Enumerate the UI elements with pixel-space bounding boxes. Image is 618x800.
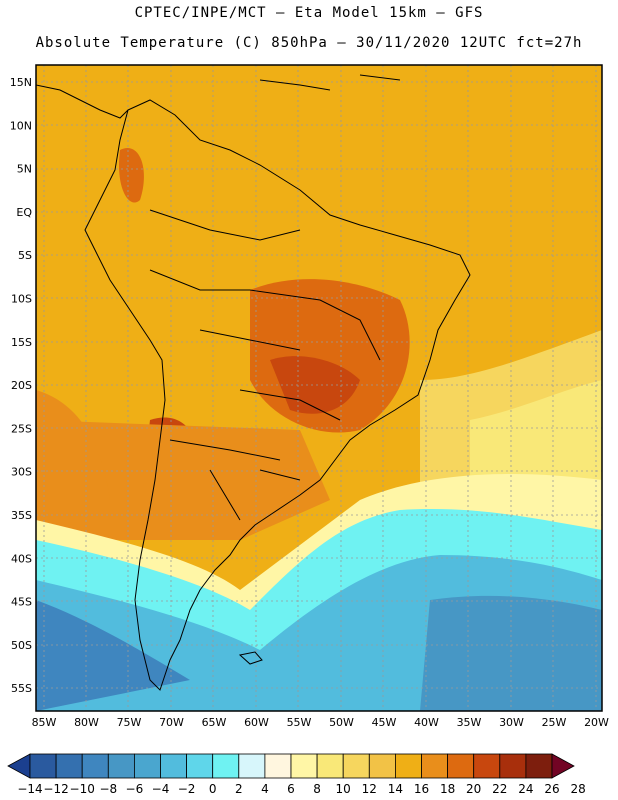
colorbar-label: −12 <box>43 782 68 796</box>
colorbar-cell <box>29 753 57 779</box>
colorbar-label: 10 <box>336 782 351 796</box>
colorbar-label: 12 <box>362 782 377 796</box>
lat-label: 25S <box>11 422 32 435</box>
lat-label: 40S <box>11 552 32 565</box>
colorbar-cell <box>107 753 135 779</box>
colorbar-cell <box>290 753 318 779</box>
colorbar-labels: −14 −12 −10 −8 −6 −4 −2 0 2 4 6 8 10 12 14 16 18 20 22 24 26… <box>17 782 585 796</box>
lon-label: 65W <box>202 716 227 729</box>
colorbar-cell <box>264 753 292 779</box>
lon-label: 55W <box>287 716 312 729</box>
lon-label: 50W <box>329 716 354 729</box>
lon-label: 60W <box>244 716 269 729</box>
field-pacific-orange <box>36 390 110 500</box>
colorbar-cell <box>525 753 553 779</box>
lat-label: 55S <box>11 682 32 695</box>
colorbar-arrow-low <box>7 753 31 779</box>
lon-label: 45W <box>372 716 397 729</box>
colorbar-cell <box>316 753 344 779</box>
lon-label: 85W <box>32 716 57 729</box>
temperature-field <box>36 65 602 711</box>
map-title: CPTEC/INPE/MCT – Eta Model 15km – GFS <box>134 5 484 21</box>
lat-label: 15S <box>11 336 32 349</box>
colorbar-label: 0 <box>209 782 217 796</box>
colorbar-label: 22 <box>492 782 507 796</box>
lat-label: 5S <box>18 249 32 262</box>
lon-label: 40W <box>414 716 439 729</box>
colorbar-label: 20 <box>466 782 481 796</box>
colorbar-label: 4 <box>261 782 269 796</box>
colorbar-cell <box>499 753 527 779</box>
colorbar <box>7 753 575 779</box>
colorbar-label: −4 <box>152 782 170 796</box>
lon-label: 35W <box>457 716 482 729</box>
latitude-labels: 15N 10N 5N EQ 5S 10S 15S 20S 25S 30S 35S 40S 45S 50S 5… <box>10 76 33 695</box>
lon-label: 80W <box>74 716 99 729</box>
colorbar-label: −8 <box>99 782 117 796</box>
colorbar-cell <box>394 753 422 779</box>
colorbar-cell <box>473 753 501 779</box>
lat-label: 45S <box>11 596 32 609</box>
lat-label: 20S <box>11 379 32 392</box>
field-hot-core <box>270 356 360 414</box>
south-america-coast <box>84 99 471 691</box>
colorbar-cell <box>160 753 188 779</box>
colorbar-cell <box>55 753 83 779</box>
field-hot-andes-north <box>119 148 144 203</box>
lat-label: 50S <box>11 639 32 652</box>
colorbar-label: 6 <box>287 782 295 796</box>
colorbar-cell <box>133 753 161 779</box>
lat-label: 30S <box>11 466 32 479</box>
country-borders <box>149 209 381 521</box>
colorbar-arrow-high <box>551 753 575 779</box>
lon-label: 30W <box>499 716 524 729</box>
caribbean-islands <box>259 74 401 91</box>
falkland-islands <box>238 651 263 665</box>
colorbar-label: −6 <box>126 782 144 796</box>
coastlines <box>36 74 471 691</box>
lat-label: 5N <box>17 163 32 176</box>
colorbar-cell <box>238 753 266 779</box>
colorbar-label: 2 <box>235 782 243 796</box>
map-subtitle: Absolute Temperature (C) 850hPa – 30/11/… <box>35 35 583 51</box>
colorbar-label: −14 <box>17 782 42 796</box>
lat-label: 35S <box>11 509 32 522</box>
colorbar-label: 26 <box>544 782 559 796</box>
colorbar-cell <box>81 753 109 779</box>
colorbar-label: 14 <box>388 782 403 796</box>
lon-label: 25W <box>542 716 567 729</box>
colorbar-label: 28 <box>570 782 585 796</box>
lat-label: 15N <box>10 76 32 89</box>
field-orange-south <box>36 420 330 540</box>
colorbar-label: 24 <box>518 782 533 796</box>
central-america-coast <box>36 84 129 119</box>
lon-label: 75W <box>117 716 142 729</box>
colorbar-label: 8 <box>313 782 321 796</box>
lat-label: 10N <box>10 119 32 132</box>
lat-label: EQ <box>16 206 32 219</box>
colorbar-label: −10 <box>70 782 95 796</box>
lon-label: 20W <box>584 716 609 729</box>
colorbar-cell <box>212 753 240 779</box>
field-deep-blue-west <box>36 600 190 711</box>
field-deep-blue-east <box>420 595 602 711</box>
colorbar-cell <box>342 753 370 779</box>
map-frame <box>35 64 603 712</box>
colorbar-label: 16 <box>414 782 429 796</box>
colorbar-cell <box>186 753 214 779</box>
colorbar-cell <box>368 753 396 779</box>
colorbar-cell <box>447 753 475 779</box>
lon-label: 70W <box>159 716 184 729</box>
longitude-labels: 85W 80W 75W 70W 65W 60W 55W 50W 45W 40W 35W 30W 25W 2… <box>32 716 609 729</box>
colorbar-cell <box>421 753 449 779</box>
colorbar-label: 18 <box>440 782 455 796</box>
lat-label: 10S <box>11 293 32 306</box>
graticule <box>36 65 602 711</box>
colorbar-label: −2 <box>178 782 196 796</box>
